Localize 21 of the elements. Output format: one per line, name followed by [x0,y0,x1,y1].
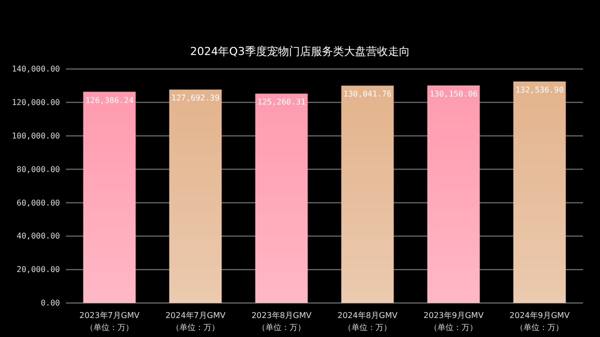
y-tick-label: 80,000.00 [16,164,60,174]
y-tick-label: 40,000.00 [16,232,60,241]
y-tick-label: 0.00 [40,298,60,308]
data-label: 130,041.76 [343,90,392,99]
data-label: 130,150.06 [429,89,478,98]
data-label: 132,536.90 [515,85,564,94]
y-tick-label: 100,000.00 [12,131,60,140]
x-tick-label: 2023年8月GMV （单位：万） [251,311,312,332]
x-tick-label: 2023年7月GMV （单位：万） [79,311,140,332]
y-tick-label: 140,000.00 [12,64,60,74]
chart-title: 2024年Q3季度宠物门店服务类大盘营收走向 [190,45,410,58]
y-tick-label: 120,000.00 [12,98,60,107]
x-tick-label: 2023年9月GMV （单位：万） [424,311,484,332]
data-label: 127,692.39 [171,94,220,103]
x-tick-label: 2024年7月GMV （单位：万） [165,311,226,332]
x-tick-label: 2024年9月GMV （单位：万） [510,311,570,332]
data-label: 126,386.24 [85,96,134,105]
y-tick-label: 20,000.00 [16,265,60,274]
y-tick-label: 60,000.00 [16,198,60,208]
data-label: 125,260.31 [257,98,306,107]
x-tick-label: 2024年8月GMV （单位：万） [337,311,398,332]
